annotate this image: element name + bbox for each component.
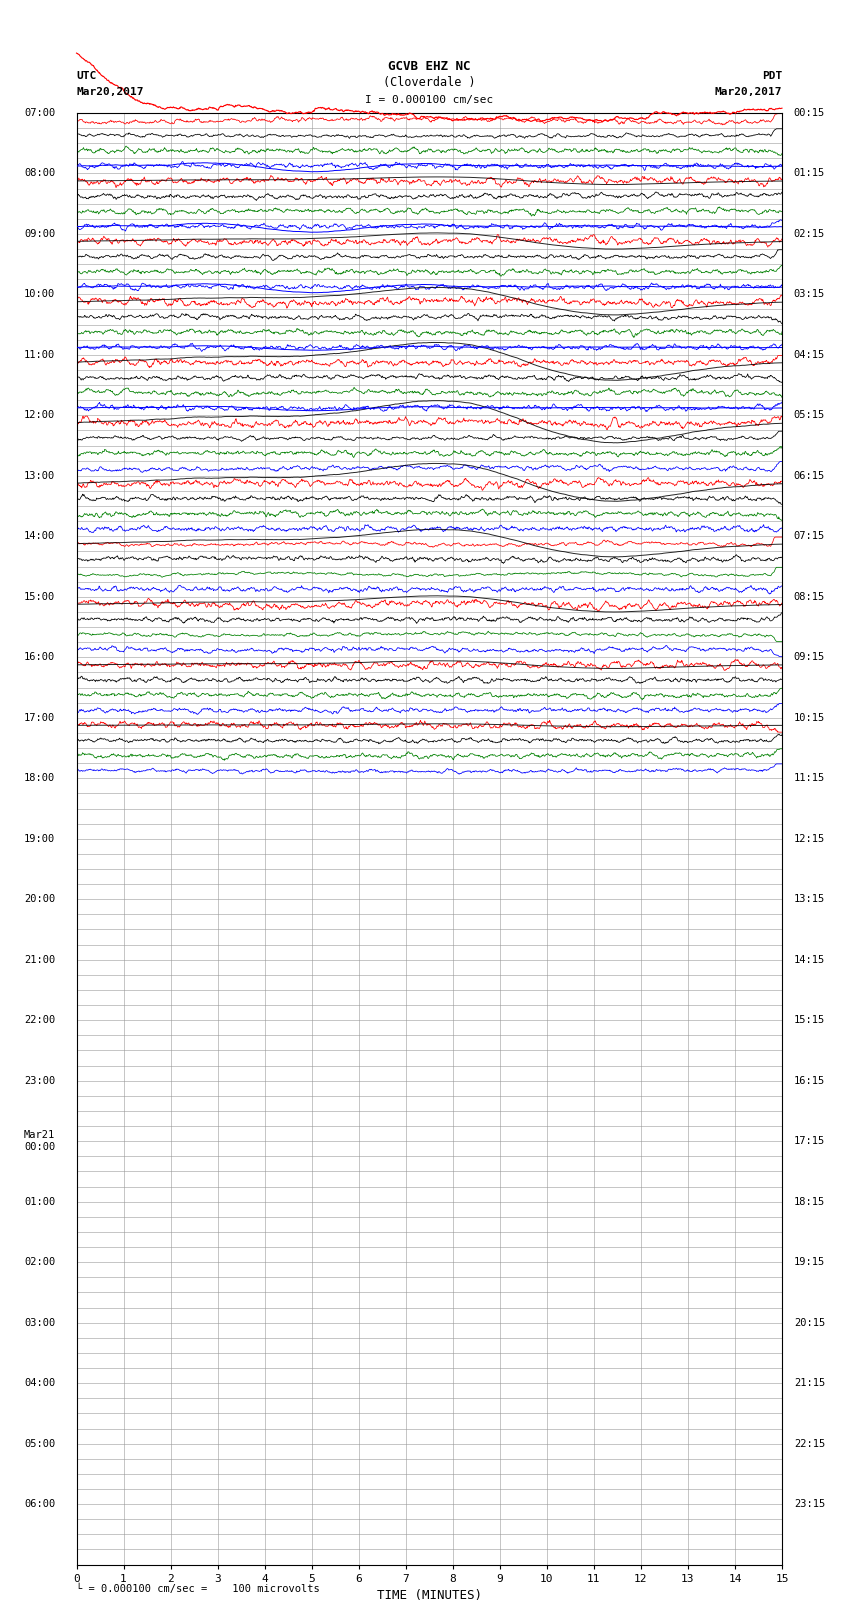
Text: UTC: UTC	[76, 71, 97, 81]
Text: 13:00: 13:00	[24, 471, 55, 481]
Text: 09:00: 09:00	[24, 229, 55, 239]
Text: 01:00: 01:00	[24, 1197, 55, 1207]
Text: 06:15: 06:15	[794, 471, 825, 481]
Text: (Cloverdale ): (Cloverdale )	[383, 76, 475, 89]
Text: 08:15: 08:15	[794, 592, 825, 602]
Text: 07:00: 07:00	[24, 108, 55, 118]
Text: └ = 0.000100 cm/sec =    100 microvolts: └ = 0.000100 cm/sec = 100 microvolts	[76, 1584, 320, 1594]
Text: 05:15: 05:15	[794, 410, 825, 421]
Text: 07:15: 07:15	[794, 531, 825, 542]
Text: 06:00: 06:00	[24, 1498, 55, 1510]
Text: 23:15: 23:15	[794, 1498, 825, 1510]
Text: 11:15: 11:15	[794, 773, 825, 784]
Text: Mar20,2017: Mar20,2017	[715, 87, 782, 97]
Text: 12:15: 12:15	[794, 834, 825, 844]
Text: 03:15: 03:15	[794, 289, 825, 300]
Text: 03:00: 03:00	[24, 1318, 55, 1327]
Text: 04:00: 04:00	[24, 1378, 55, 1389]
Text: 09:15: 09:15	[794, 652, 825, 663]
Text: 22:15: 22:15	[794, 1439, 825, 1448]
Text: 19:15: 19:15	[794, 1257, 825, 1268]
Text: 18:15: 18:15	[794, 1197, 825, 1207]
Text: GCVB EHZ NC: GCVB EHZ NC	[388, 60, 471, 73]
Text: 23:00: 23:00	[24, 1076, 55, 1086]
Text: 11:00: 11:00	[24, 350, 55, 360]
Text: 05:00: 05:00	[24, 1439, 55, 1448]
Text: 14:00: 14:00	[24, 531, 55, 542]
Text: 02:15: 02:15	[794, 229, 825, 239]
Text: 10:00: 10:00	[24, 289, 55, 300]
Text: 13:15: 13:15	[794, 894, 825, 905]
Text: 21:00: 21:00	[24, 955, 55, 965]
Text: 20:00: 20:00	[24, 894, 55, 905]
Text: I = 0.000100 cm/sec: I = 0.000100 cm/sec	[366, 95, 493, 105]
Text: PDT: PDT	[762, 71, 782, 81]
Text: 17:00: 17:00	[24, 713, 55, 723]
Text: 08:00: 08:00	[24, 168, 55, 179]
Text: 16:00: 16:00	[24, 652, 55, 663]
Text: 20:15: 20:15	[794, 1318, 825, 1327]
Text: 02:00: 02:00	[24, 1257, 55, 1268]
Text: 04:15: 04:15	[794, 350, 825, 360]
Text: Mar21
00:00: Mar21 00:00	[24, 1131, 55, 1152]
Text: 10:15: 10:15	[794, 713, 825, 723]
Text: 15:00: 15:00	[24, 592, 55, 602]
Text: 21:15: 21:15	[794, 1378, 825, 1389]
Text: 18:00: 18:00	[24, 773, 55, 784]
Text: 19:00: 19:00	[24, 834, 55, 844]
Text: 12:00: 12:00	[24, 410, 55, 421]
Text: 16:15: 16:15	[794, 1076, 825, 1086]
X-axis label: TIME (MINUTES): TIME (MINUTES)	[377, 1589, 482, 1602]
Text: 22:00: 22:00	[24, 1015, 55, 1026]
Text: 01:15: 01:15	[794, 168, 825, 179]
Text: Mar20,2017: Mar20,2017	[76, 87, 144, 97]
Text: 17:15: 17:15	[794, 1136, 825, 1147]
Text: 14:15: 14:15	[794, 955, 825, 965]
Text: 15:15: 15:15	[794, 1015, 825, 1026]
Text: 00:15: 00:15	[794, 108, 825, 118]
